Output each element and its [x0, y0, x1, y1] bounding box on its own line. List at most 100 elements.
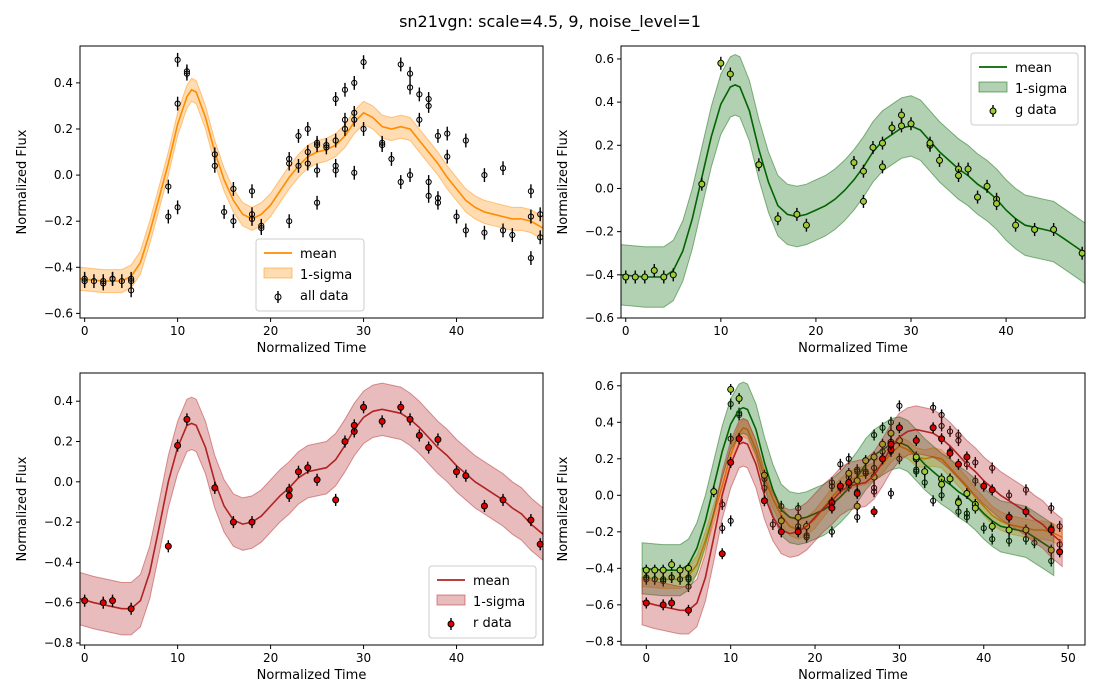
data-point-r — [109, 597, 117, 605]
y-tick-label: 0.4 — [595, 415, 614, 429]
data-point-g — [755, 161, 763, 169]
data-point-all — [1048, 557, 1055, 565]
data-point-all — [313, 199, 321, 206]
data-point-all — [90, 278, 98, 285]
axes-frame — [79, 45, 544, 319]
panel-g-band: mean 1-sigma g data 0 10 20 30 40 −0.6 −0.4 −0.2 0.… — [556, 45, 1086, 356]
data-point-r — [425, 444, 433, 452]
legend-mean-label: mean — [300, 247, 337, 262]
x-tick-label: 50 — [1060, 651, 1075, 665]
legend-sigma-label: 1-sigma — [1015, 82, 1067, 97]
data-point-all — [406, 171, 414, 179]
data-point-all — [118, 278, 125, 285]
data-point-r — [527, 516, 535, 524]
data-point-all — [870, 464, 878, 472]
y-tick-label: 0.0 — [595, 181, 614, 195]
data-point-all — [248, 188, 256, 195]
data-point-g — [897, 111, 905, 119]
data-point-g — [1012, 221, 1020, 229]
data-point-all — [870, 431, 878, 439]
data-point-all — [499, 227, 507, 234]
data-point-g — [870, 453, 878, 461]
data-point-r — [1005, 513, 1013, 521]
x-axis-label: Normalized Time — [798, 341, 908, 356]
data-point-g — [964, 165, 972, 173]
data-point-r — [332, 496, 340, 504]
x-axis-label: Normalized Time — [257, 341, 367, 356]
data-point-all — [930, 404, 937, 411]
data-point-g — [859, 197, 867, 205]
mean-line-g — [621, 84, 1085, 278]
data-point-r — [777, 528, 785, 536]
y-tick-label: 0.4 — [54, 394, 73, 408]
data-point-g — [802, 221, 810, 229]
data-point-all — [972, 459, 979, 466]
data-point-g — [993, 200, 1001, 208]
data-point-all — [351, 109, 358, 116]
x-tick-label: 10 — [170, 651, 185, 665]
data-point-r — [1056, 548, 1064, 556]
data-point-all — [837, 461, 844, 468]
data-point-g — [698, 180, 706, 188]
data-point-all — [685, 576, 692, 583]
data-point-all — [879, 424, 886, 431]
x-tick-label: 30 — [356, 324, 371, 338]
data-point-all — [360, 125, 367, 133]
data-point-g — [888, 124, 896, 132]
data-point-all — [286, 160, 293, 167]
data-point-r — [718, 550, 726, 558]
data-point-r — [963, 453, 971, 461]
data-point-all — [862, 468, 869, 475]
data-point-r — [397, 403, 405, 411]
data-point-all — [963, 510, 970, 517]
data-point-all — [174, 204, 181, 211]
data-point-all — [1005, 492, 1013, 499]
data-point-r — [350, 421, 358, 429]
y-tick-label: 0.0 — [595, 488, 614, 502]
data-point-all — [719, 525, 726, 532]
data-point-r — [980, 482, 988, 490]
data-point-all — [248, 215, 256, 222]
data-point-r — [434, 435, 442, 443]
data-point-g — [878, 139, 886, 147]
data-point-all — [462, 137, 469, 144]
data-point-all — [406, 84, 414, 91]
data-point-g — [938, 480, 946, 488]
y-tick-label: −0.6 — [585, 598, 614, 612]
data-point-all — [230, 185, 237, 193]
legend-mean-label: mean — [1015, 61, 1052, 76]
data-point-all — [527, 213, 535, 220]
data-point-r — [1022, 508, 1030, 516]
data-point-all — [295, 162, 302, 169]
data-point-all — [481, 171, 488, 179]
legend-data-label: g data — [1015, 103, 1057, 118]
data-point-all — [332, 95, 339, 103]
data-point-all — [304, 125, 311, 133]
data-point-g — [971, 504, 979, 512]
data-point-g — [897, 122, 905, 130]
data-point-all — [668, 574, 675, 581]
legend-box — [255, 238, 365, 312]
x-tick-label: 20 — [263, 651, 278, 665]
data-point-all — [828, 483, 836, 490]
data-point-all — [323, 142, 330, 149]
data-point-all — [444, 130, 451, 137]
data-point-r — [211, 484, 219, 492]
data-point-r — [480, 502, 488, 510]
legend-mean-label: mean — [473, 574, 510, 589]
data-point-g — [794, 513, 802, 521]
x-tick-label: 0 — [81, 651, 89, 665]
data-point-all — [727, 400, 734, 408]
data-point-g — [954, 499, 962, 507]
data-point-g — [669, 271, 677, 279]
data-point-r — [127, 605, 135, 613]
data-point-g — [1031, 225, 1039, 233]
data-point-all — [425, 178, 432, 186]
data-point-g — [622, 273, 630, 281]
data-point-all — [416, 91, 423, 98]
x-tick-label: 20 — [263, 324, 278, 338]
data-point-g — [907, 120, 915, 128]
data-point-g — [983, 182, 991, 190]
data-point-r — [229, 518, 237, 526]
data-point-g — [926, 139, 934, 147]
